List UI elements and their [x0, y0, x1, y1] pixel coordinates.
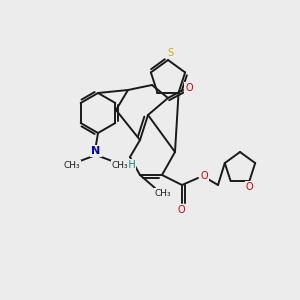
Text: CH₃: CH₃	[112, 160, 128, 169]
Text: CH₃: CH₃	[155, 188, 171, 197]
Text: N: N	[92, 146, 100, 156]
Text: NH: NH	[121, 160, 135, 170]
Text: O: O	[185, 83, 193, 93]
Text: O: O	[177, 205, 185, 215]
Text: S: S	[167, 48, 173, 58]
Text: CH₃: CH₃	[64, 160, 80, 169]
Text: O: O	[200, 171, 208, 181]
Text: O: O	[246, 182, 253, 192]
